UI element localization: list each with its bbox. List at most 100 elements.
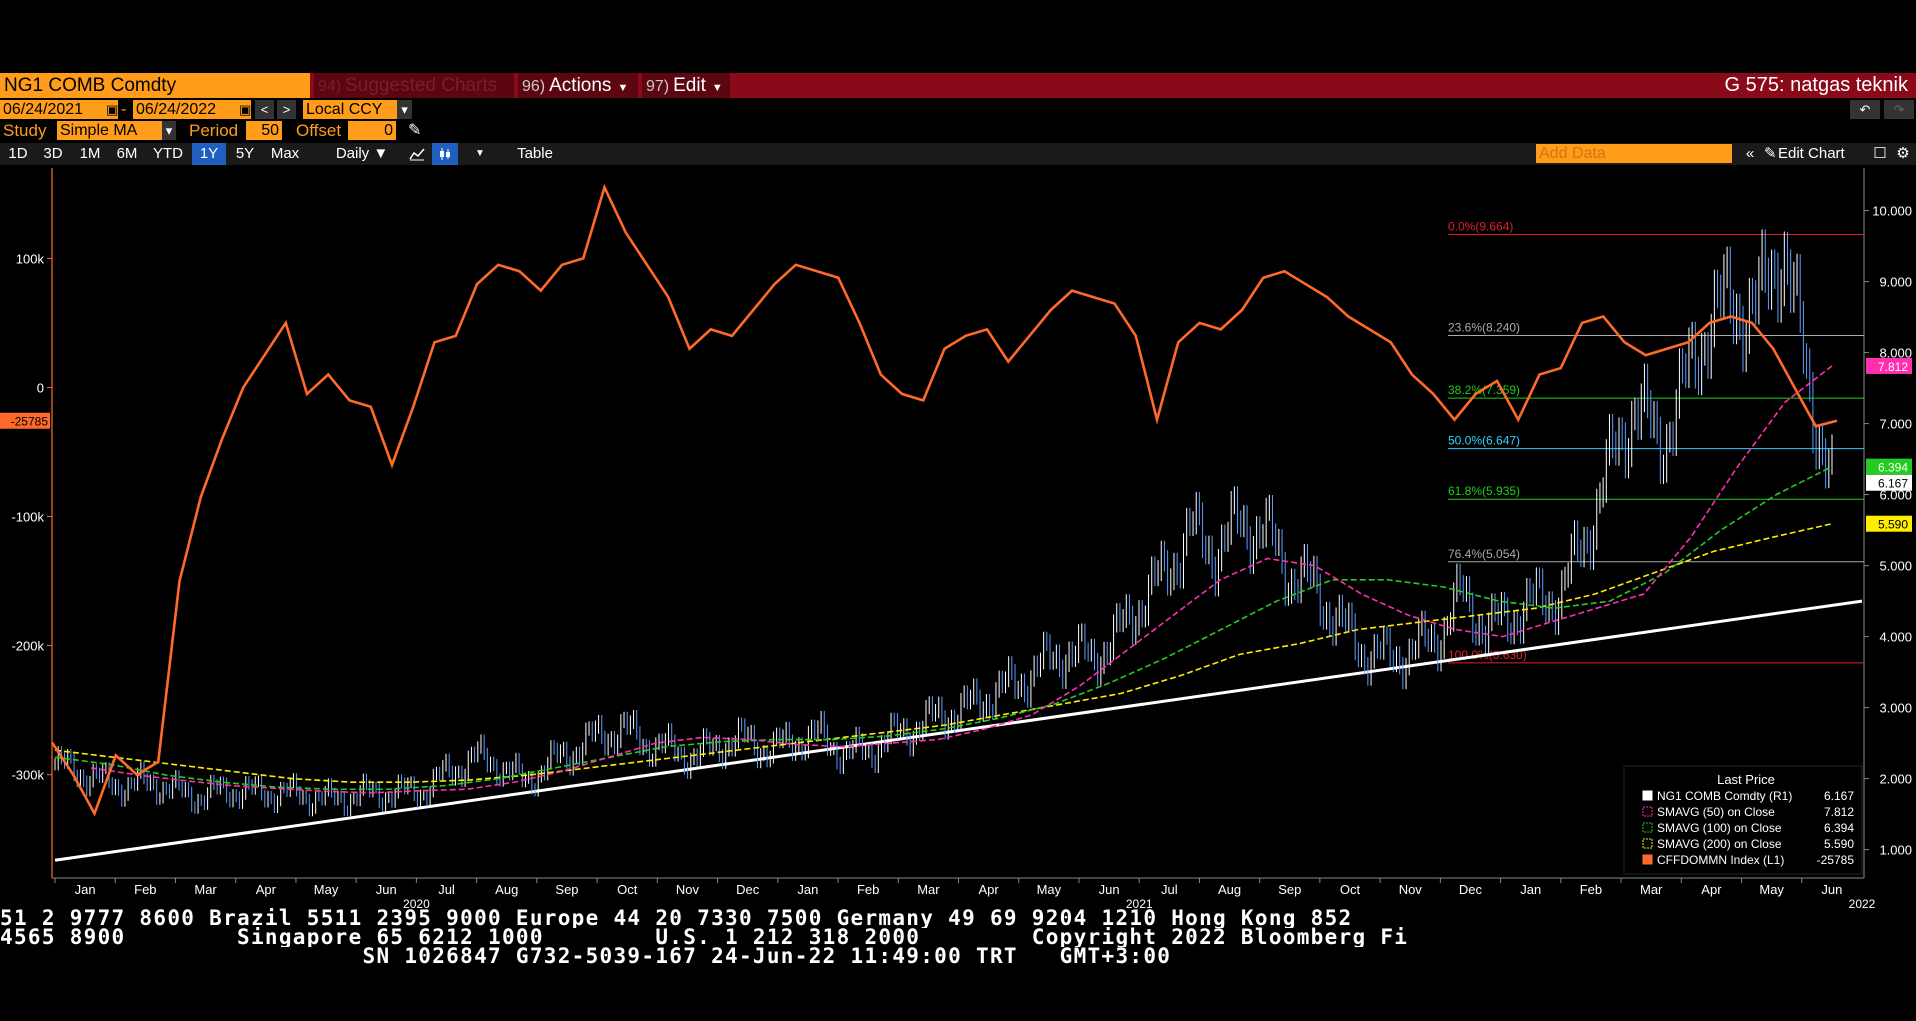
month-label: Feb (134, 882, 156, 897)
period-button-6m[interactable]: 6M (116, 145, 138, 162)
right-tick-label: 7.000 (1879, 417, 1912, 432)
chevron-down-icon[interactable]: ▾ (162, 121, 176, 140)
table-button[interactable]: Table (517, 145, 553, 162)
suggested-number: 94) (318, 78, 342, 95)
last-value-tag (1866, 458, 1912, 475)
month-label: Jan (797, 882, 818, 897)
legend-item-name: SMAVG (200) on Close (1657, 837, 1782, 851)
period-input[interactable]: 50 (246, 121, 282, 140)
legend-item-name: SMAVG (100) on Close (1657, 821, 1782, 835)
price-chart[interactable]: -300k -200k -100k 0 100k 1.000 2.000 3.000 4.00… (0, 166, 1916, 910)
line-chart-icon[interactable] (404, 143, 430, 165)
period-button-5y[interactable]: 5Y (235, 145, 255, 162)
right-tick-label: 2.000 (1879, 772, 1912, 787)
date-separator: - (121, 101, 127, 118)
currency-select[interactable]: Local CCY (303, 100, 397, 119)
left-tick-label: -300k (11, 768, 44, 783)
left-tick-label: -100k (11, 510, 44, 525)
trend-line (54, 599, 1863, 862)
legend-item-name: NG1 COMB Comdty (R1) (1657, 789, 1792, 803)
period-button-1m[interactable]: 1M (79, 145, 101, 162)
right-tick-label: 3.000 (1879, 701, 1912, 716)
month-label: Oct (617, 882, 638, 897)
legend: Last Price NG1 COMB Comdty (R1) 6.167 SMAVG… (1623, 765, 1863, 875)
left-tick-label: 0 (37, 380, 44, 395)
chevron-down-icon[interactable]: ▼ (475, 148, 485, 159)
left-value-text: -25785 (11, 415, 49, 429)
period-button-3d[interactable]: 3D (43, 145, 63, 162)
month-label: Mar (1640, 882, 1663, 897)
month-label: Jan (1520, 882, 1541, 897)
period-button-max[interactable]: Max (270, 145, 300, 162)
month-label: Mar (917, 882, 940, 897)
offset-input[interactable]: 0 (348, 121, 396, 140)
gear-icon[interactable]: ⚙ (1896, 145, 1910, 162)
month-label: Feb (857, 882, 879, 897)
suggested-label: Suggested Charts (345, 75, 498, 96)
security-input[interactable]: NG1 COMB Comdty (0, 73, 310, 98)
undo-icon[interactable]: ↶ (1850, 100, 1880, 119)
candlestick-glyph (440, 148, 450, 161)
calendar-icon[interactable]: ▣ (106, 100, 119, 119)
pencil-icon[interactable]: ✎ (1764, 145, 1777, 162)
last-value-text: 5.590 (1878, 518, 1908, 532)
chart-toolbar (0, 143, 1916, 165)
last-value-tag (1866, 474, 1912, 491)
candlestick-icon[interactable] (432, 143, 458, 165)
year-label: 2021 (1126, 897, 1153, 910)
study-type-select[interactable]: Simple MA (57, 121, 162, 140)
calendar-icon[interactable]: ▣ (239, 100, 252, 119)
edit-chart-button[interactable]: Edit Chart (1778, 145, 1845, 162)
month-label: Feb (1580, 882, 1602, 897)
period-button-ytd[interactable]: YTD (153, 145, 183, 162)
caret-down-icon: ▼ (711, 82, 723, 94)
price-series (54, 229, 1833, 817)
start-date-input[interactable]: 06/24/2021 (0, 100, 106, 119)
legend-item-value: 6.394 (1824, 821, 1854, 835)
legend-item-value: 6.167 (1824, 789, 1854, 803)
frequency-select[interactable]: Daily ▼ (335, 145, 389, 162)
legend-item-value: 5.590 (1824, 837, 1854, 851)
last-value-text: 6.167 (1878, 477, 1908, 491)
next-period-button[interactable]: > (277, 100, 296, 119)
actions-number: 96) (522, 78, 546, 95)
month-label: Mar (194, 882, 217, 897)
prev-period-button[interactable]: < (255, 100, 274, 119)
period-label: Period (189, 121, 239, 140)
actions-menu-button[interactable]: 96) Actions ▼ (518, 73, 638, 98)
end-date-input[interactable]: 06/24/2022 (133, 100, 239, 119)
last-value-tags: 7.812 6.394 6.167 5.590 -25785 (0, 357, 1912, 532)
edit-menu-button[interactable]: 97) Edit ▼ (642, 73, 730, 98)
sma200-line (54, 522, 1833, 783)
legend-swatch (1642, 838, 1653, 849)
left-value-tag (0, 412, 50, 429)
month-label: Jun (1821, 882, 1842, 897)
redo-icon[interactable]: ↷ (1884, 100, 1914, 119)
month-label: Aug (1218, 882, 1241, 897)
suggested-charts-button[interactable]: 94) Suggested Charts (314, 73, 514, 98)
right-tick-label: 8.000 (1879, 346, 1912, 361)
period-button-1d[interactable]: 1D (8, 145, 28, 162)
right-tick-label: 6.000 (1879, 488, 1912, 503)
chevron-down-icon[interactable]: ▾ (397, 100, 412, 119)
actions-label: Actions (549, 75, 612, 96)
fib-label: 23.6%(8.240) (1448, 321, 1520, 335)
cftc-series (50, 183, 1838, 817)
trendline (54, 599, 1863, 862)
tape-line-3: SN 1026847 G732-5039-167 24-Jun-22 11:49… (0, 946, 1172, 966)
legend-box (1623, 765, 1863, 875)
cftc-line (50, 183, 1838, 817)
month-label: May (314, 882, 339, 897)
period-button-1y[interactable]: 1Y (192, 143, 226, 165)
collapse-icon[interactable]: « (1745, 145, 1755, 162)
year-label: 2020 (403, 897, 430, 910)
left-axis: -300k -200k -100k 0 100k (11, 168, 53, 878)
fib-label: 0.0%(9.664) (1448, 219, 1513, 233)
edit-square-icon[interactable]: ☐ (1873, 145, 1887, 162)
edit-label: Edit (673, 75, 706, 96)
chart-name: G 575: natgas teknik (1724, 74, 1908, 96)
add-data-input[interactable]: Add Data (1536, 144, 1732, 163)
month-label: Jun (376, 882, 397, 897)
month-label: Aug (495, 882, 518, 897)
pencil-icon[interactable]: ✎ (408, 122, 422, 139)
